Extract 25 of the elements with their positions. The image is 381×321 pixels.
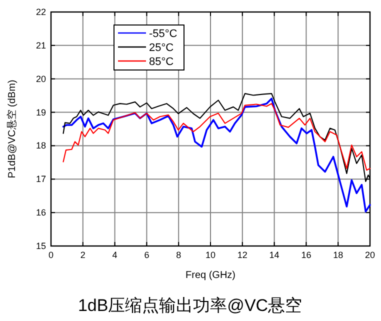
x-tick-label: 6 [144, 250, 150, 260]
legend-label: 25°C [149, 42, 174, 54]
x-tick-label: 16 [301, 250, 312, 260]
x-tick-label: 2 [80, 250, 86, 260]
x-tick-label: 0 [48, 250, 54, 260]
y-tick-label: 15 [36, 241, 46, 251]
y-tick-label: 22 [36, 7, 46, 17]
x-tick-label: 20 [364, 250, 376, 260]
legend-label: -55°C [149, 28, 178, 40]
x-tick-label: 10 [205, 250, 216, 260]
y-tick-label: 16 [36, 208, 46, 218]
x-tick-label: 12 [237, 250, 248, 260]
y-tick-label: 19 [36, 107, 46, 118]
y-tick-label: 18 [36, 140, 46, 151]
y-axis-title: P1dB@VC悬空 (dBm) [6, 80, 18, 178]
x-tick-label: 14 [269, 250, 280, 260]
legend-label: 85°C [149, 56, 174, 68]
text: 1dB压缩点输出功率@VC悬空 [78, 296, 302, 315]
x-tick-label: 18 [333, 250, 344, 260]
y-tick-label: 17 [36, 174, 46, 184]
y-tick-label: 20 [36, 74, 46, 84]
y-tick-label: 21 [36, 40, 46, 50]
x-tick-label: 8 [176, 250, 182, 260]
x-tick-label: 4 [112, 250, 118, 260]
x-axis-title: Freq (GHz) [186, 270, 236, 281]
